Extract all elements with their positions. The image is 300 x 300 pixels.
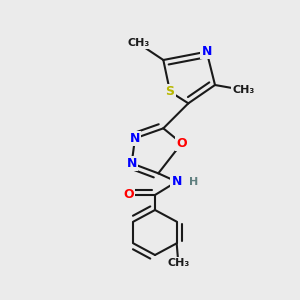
Text: N: N [202, 45, 212, 58]
Text: CH₃: CH₃ [167, 258, 190, 268]
Text: H: H [189, 177, 198, 187]
Text: O: O [176, 137, 187, 150]
Text: N: N [172, 175, 182, 188]
Text: CH₃: CH₃ [232, 85, 254, 95]
Text: N: N [127, 157, 137, 170]
Text: CH₃: CH₃ [127, 38, 149, 48]
Text: S: S [166, 85, 175, 98]
Text: N: N [130, 132, 140, 145]
Text: O: O [123, 188, 134, 202]
